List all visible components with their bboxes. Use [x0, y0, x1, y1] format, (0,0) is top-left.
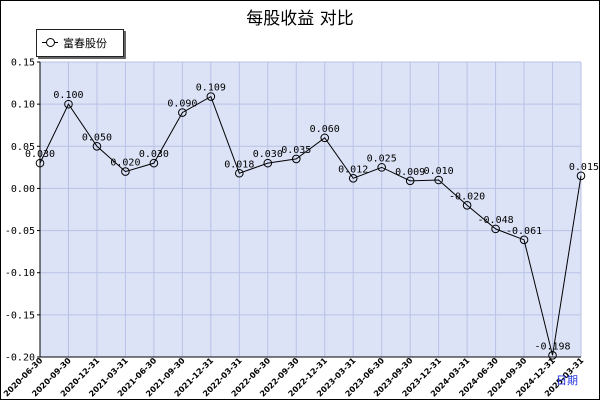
data-label: 0.030: [25, 149, 55, 160]
data-label: 0.018: [224, 159, 254, 170]
data-label: 0.020: [110, 158, 140, 169]
y-tick-label: 0.10: [11, 100, 35, 111]
data-label: 0.109: [196, 83, 226, 94]
data-label: 0.030: [139, 149, 169, 160]
legend-label: 富春股份: [63, 37, 107, 50]
data-point: [121, 167, 130, 176]
data-point: [178, 108, 187, 117]
data-label: 0.009: [395, 167, 425, 178]
data-point: [434, 175, 443, 185]
x-axis-label: 日期: [556, 374, 578, 387]
chart-title: 每股收益 对比: [246, 9, 354, 29]
y-tick-label: 0.15: [11, 58, 35, 69]
data-point: [35, 158, 45, 168]
series-line: [39, 95, 582, 356]
data-point: [149, 158, 159, 168]
legend-marker-icon: [46, 38, 55, 47]
data-label: -0.198: [534, 341, 570, 352]
data-point: [576, 171, 586, 181]
data-label: 0.010: [424, 166, 454, 177]
data-label: -0.061: [506, 226, 542, 237]
data-label: 0.050: [82, 132, 112, 143]
y-tick-label: -0.15: [5, 310, 35, 321]
data-point: [206, 92, 216, 101]
data-point: [405, 176, 415, 186]
data-label: 0.060: [310, 124, 340, 135]
data-point: [235, 168, 244, 178]
data-point: [64, 99, 73, 109]
data-label: 0.035: [281, 145, 311, 156]
y-tick-label: -0.05: [5, 226, 35, 237]
y-tick-label: -0.20: [5, 353, 35, 364]
data-label: 0.012: [338, 164, 368, 175]
data-point: [291, 154, 301, 164]
data-label: 0.100: [53, 90, 83, 101]
data-point: [377, 163, 386, 172]
data-point: [348, 174, 358, 183]
data-label: 0.030: [253, 149, 283, 160]
data-point: [548, 351, 557, 360]
data-point: [263, 158, 273, 168]
data-label: -0.048: [478, 215, 514, 226]
y-tick-label: 0.05: [11, 142, 35, 153]
data-label: 0.090: [167, 99, 197, 110]
data-label: -0.020: [449, 191, 485, 202]
data-point: [92, 141, 102, 151]
data-point: [462, 200, 472, 210]
data-point: [320, 133, 330, 143]
y-tick-label: 0.00: [11, 184, 35, 195]
legend: 富春股份: [36, 29, 124, 57]
y-tick-label: -0.10: [5, 268, 35, 279]
data-label: 0.015: [569, 162, 599, 173]
data-label: 0.025: [367, 153, 397, 164]
data-point: [491, 224, 500, 234]
plot-area: [40, 62, 581, 357]
data-point: [519, 235, 529, 245]
